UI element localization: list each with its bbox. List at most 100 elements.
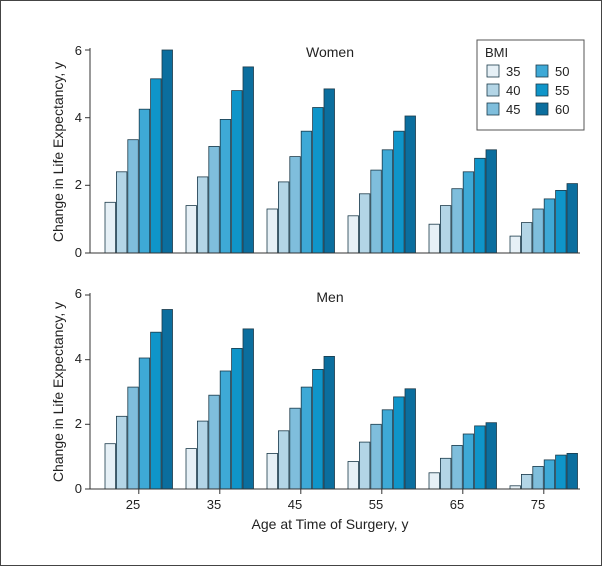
bar-bmi-50-age-65 (462, 171, 475, 254)
bar-bmi-40-age-75 (521, 222, 533, 254)
bar-bmi-50-age-65 (462, 433, 475, 490)
bar-bmi-35-age-45 (266, 208, 278, 254)
legend-label-60: 60 (555, 102, 569, 117)
bar-bmi-50-age-35 (219, 119, 232, 254)
bar-bmi-50-age-25 (138, 357, 151, 490)
bar-bmi-35-age-55 (347, 461, 359, 490)
bar-bmi-35-age-55 (347, 215, 359, 254)
legend-title: BMI (485, 45, 508, 60)
bar-bmi-45-age-65 (451, 444, 463, 490)
bar-bmi-40-age-55 (358, 193, 371, 254)
bar-bmi-50-age-25 (138, 108, 151, 254)
legend-swatch-35 (486, 64, 500, 78)
bar-bmi-45-age-45 (289, 156, 301, 254)
legend: BMI 35 40 45 50 55 60 (476, 39, 585, 131)
bar-bmi-45-age-55 (370, 423, 382, 490)
men-axes (85, 293, 580, 494)
bar-bmi-60-age-65 (485, 422, 497, 490)
bar-bmi-55-age-55 (393, 130, 405, 254)
y-axis-label-men: Change in Life Expectancy, y (50, 302, 66, 482)
bar-bmi-40-age-35 (196, 420, 209, 490)
bar-bmi-45-age-35 (208, 145, 220, 254)
bar-bmi-60-age-35 (242, 328, 254, 490)
bar-bmi-45-age-25 (127, 139, 139, 254)
x-axis-label: Age at Time of Surgery, y (252, 516, 409, 532)
bar-bmi-60-age-55 (404, 115, 416, 254)
legend-label-35: 35 (506, 64, 520, 79)
bar-bmi-40-age-45 (277, 181, 290, 254)
bar-bmi-35-age-65 (428, 223, 440, 254)
x-tick-label: 75 (531, 497, 545, 512)
legend-swatch-50 (535, 64, 549, 78)
y-tick-label: 2 (75, 177, 82, 192)
bar-bmi-55-age-55 (393, 396, 405, 490)
x-tick-label: 25 (126, 497, 140, 512)
panel-title-women: Women (306, 44, 354, 60)
men-panel: Men Change in Life Expectancy, y 0 2 4 6 (50, 286, 580, 496)
women-bars (104, 49, 578, 254)
panel-title-men: Men (316, 289, 343, 305)
legend-label-50: 50 (555, 64, 569, 79)
bar-bmi-55-age-35 (231, 90, 243, 254)
bar-bmi-55-age-65 (474, 157, 486, 254)
bar-bmi-40-age-75 (521, 473, 533, 490)
x-tick-label: 45 (288, 497, 302, 512)
bar-bmi-35-age-25 (104, 201, 116, 254)
bar-bmi-60-age-35 (242, 66, 254, 254)
y-tick-label: 6 (75, 43, 82, 58)
bar-bmi-45-age-35 (208, 394, 220, 490)
bar-bmi-40-age-25 (116, 415, 128, 490)
bar-bmi-55-age-75 (555, 189, 567, 254)
bar-bmi-60-age-75 (566, 452, 578, 490)
x-tick-label: 65 (450, 497, 464, 512)
bar-bmi-45-age-65 (451, 188, 463, 254)
bar-bmi-45-age-45 (289, 407, 301, 490)
y-tick-label: 6 (75, 286, 82, 301)
women-panel: Women Change in Life Expectancy, y 0 2 4… (50, 43, 580, 260)
legend-label-55: 55 (555, 83, 569, 98)
y-tick-label: 4 (75, 110, 82, 125)
bar-bmi-50-age-55 (381, 149, 394, 254)
bar-bmi-55-age-45 (312, 107, 324, 254)
bar-bmi-55-age-65 (474, 425, 486, 490)
legend-label-40: 40 (506, 83, 520, 98)
legend-label-45: 45 (506, 102, 520, 117)
women-axes (85, 48, 580, 254)
bar-bmi-45-age-75 (532, 465, 544, 490)
bar-bmi-45-age-75 (532, 208, 544, 254)
bar-bmi-40-age-25 (116, 171, 128, 254)
bar-bmi-55-age-45 (312, 368, 324, 490)
bar-bmi-60-age-75 (566, 183, 578, 254)
bar-bmi-40-age-45 (277, 430, 290, 490)
y-axis-label-women: Change in Life Expectancy, y (50, 62, 66, 242)
bar-bmi-45-age-25 (127, 386, 139, 490)
bar-bmi-40-age-65 (439, 205, 452, 254)
x-tick-label: 35 (207, 497, 221, 512)
bar-bmi-50-age-35 (219, 370, 232, 490)
bar-bmi-55-age-25 (150, 331, 162, 490)
bar-bmi-50-age-75 (543, 198, 556, 254)
y-tick-label: 0 (75, 245, 82, 260)
bar-bmi-35-age-65 (428, 472, 440, 490)
bar-bmi-60-age-25 (161, 49, 173, 254)
bar-bmi-50-age-55 (381, 409, 394, 490)
bar-bmi-40-age-55 (358, 441, 371, 490)
bar-bmi-60-age-65 (485, 149, 497, 254)
bar-bmi-35-age-25 (104, 443, 116, 490)
bar-bmi-60-age-45 (323, 88, 335, 254)
bar-bmi-50-age-45 (300, 130, 313, 254)
bar-bmi-40-age-35 (196, 176, 209, 254)
bar-bmi-55-age-75 (555, 454, 567, 490)
legend-swatch-55 (535, 83, 549, 97)
bar-bmi-60-age-55 (404, 388, 416, 490)
y-tick-label: 0 (75, 481, 82, 496)
bar-bmi-45-age-55 (370, 169, 382, 254)
bar-bmi-35-age-35 (185, 448, 197, 490)
bar-bmi-40-age-65 (439, 457, 452, 490)
legend-items: 35 40 45 50 55 60 (486, 64, 569, 117)
bar-bmi-60-age-25 (161, 309, 173, 490)
bar-bmi-35-age-35 (185, 205, 197, 254)
legend-swatch-45 (486, 102, 500, 116)
